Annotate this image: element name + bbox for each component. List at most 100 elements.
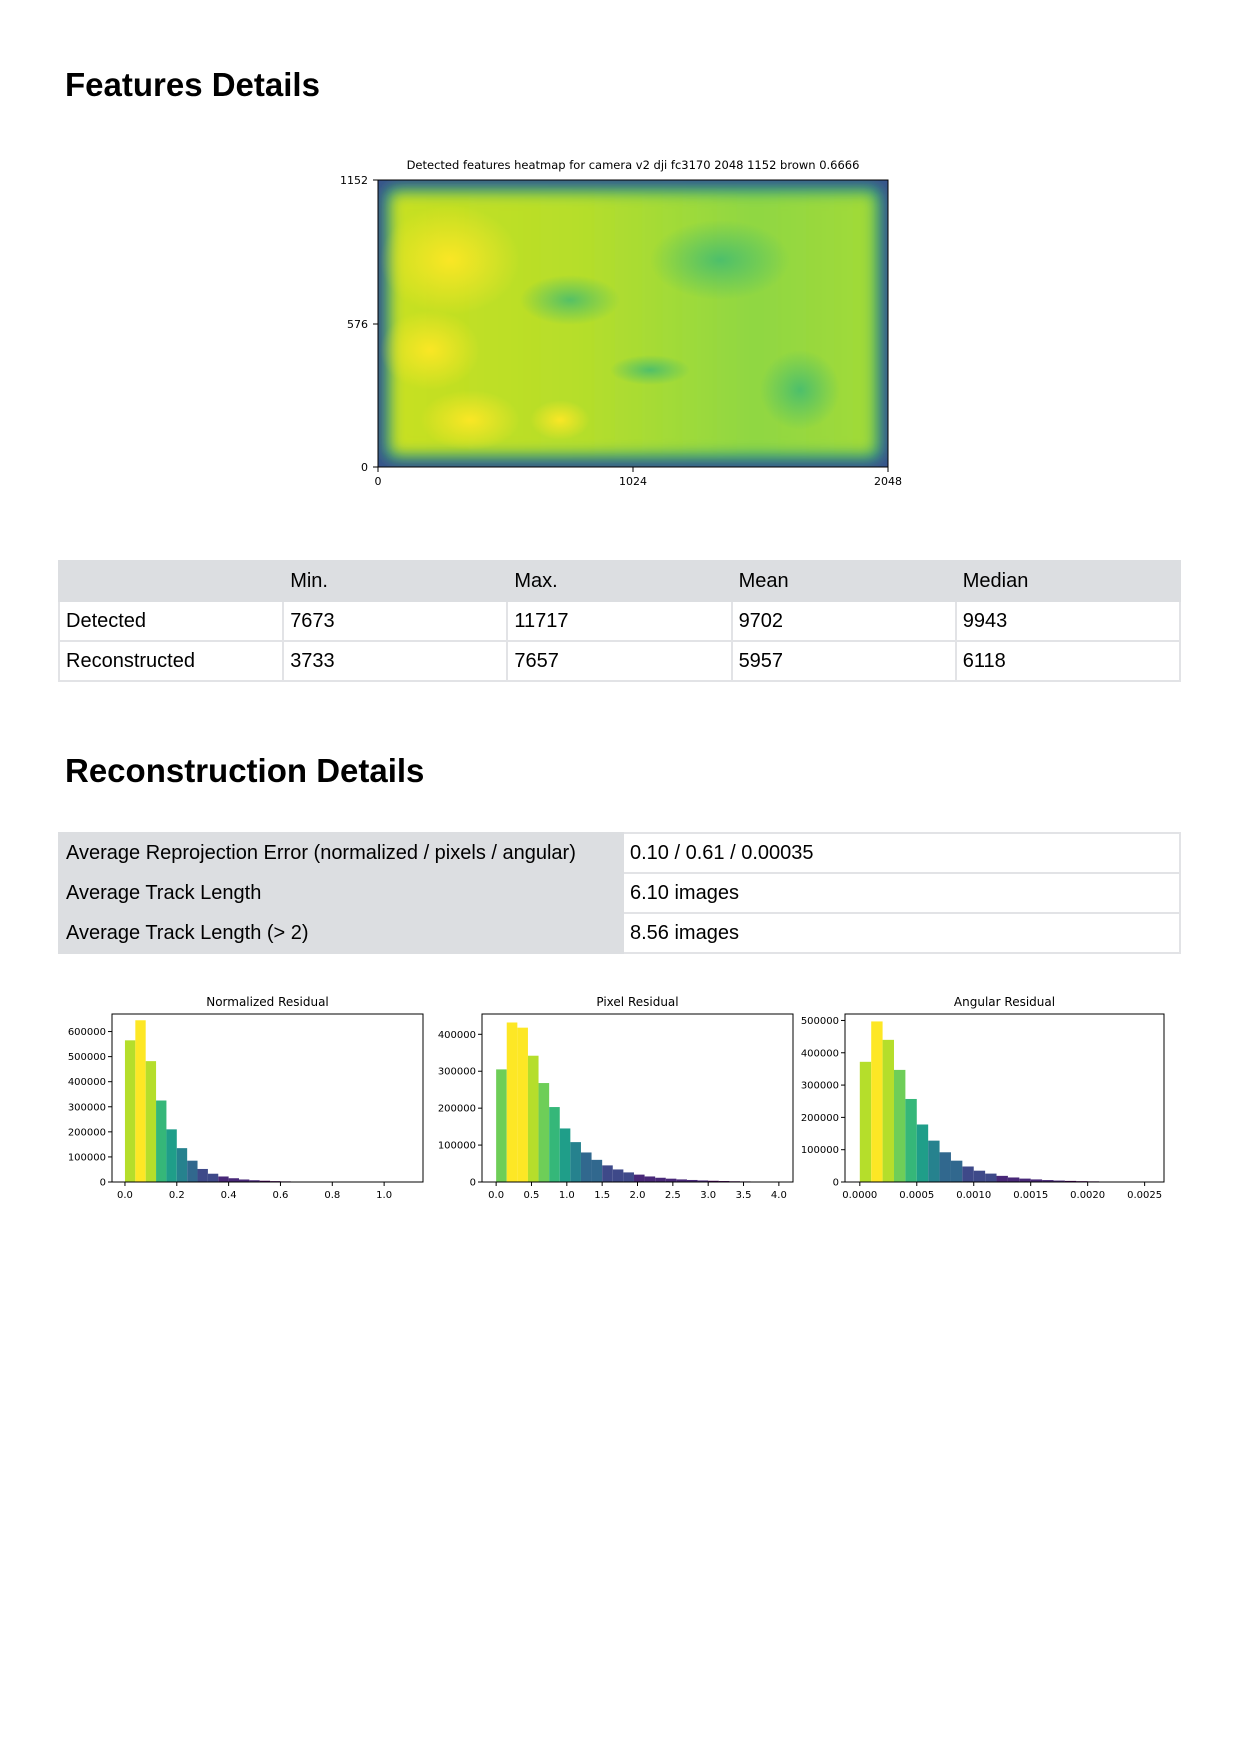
x-tick-label: 1.0 (559, 1190, 575, 1201)
histogram-bar (612, 1169, 624, 1182)
features-section-title: Features Details (65, 66, 320, 103)
histogram-bar (559, 1128, 571, 1182)
table-row: Reconstructed 3733 7657 5957 6118 (57, 640, 1182, 682)
histogram-bar (962, 1166, 974, 1182)
heatmap-x-tick-label: 2048 (874, 475, 902, 488)
table-cell: Reconstructed (57, 640, 285, 682)
histogram-bar (176, 1148, 188, 1182)
x-tick-label: 2.0 (630, 1190, 646, 1201)
chart-title: Normalized Residual (206, 995, 329, 1009)
heatmap-y-tick-label: 1152 (340, 174, 368, 187)
histogram-bar (996, 1175, 1008, 1182)
y-tick-label: 400000 (438, 1030, 476, 1041)
table-row: Average Track Length (> 2) 8.56 images (58, 912, 1181, 954)
histogram-bar (644, 1176, 656, 1182)
table-cell: 5957 (730, 640, 957, 682)
angular-residual-histogram: Angular Residual 0.0000 0.0005 0.0010 0.0015… (801, 995, 1165, 1201)
histogram-bar (686, 1179, 698, 1182)
y-tick-label: 0 (470, 1178, 476, 1189)
x-tick-label: 0.0025 (1127, 1190, 1162, 1201)
histogram-bar (1019, 1178, 1031, 1182)
reconstruction-section-title: Reconstruction Details (65, 752, 425, 789)
table-row: Detected 7673 11717 9702 9943 (57, 600, 1182, 642)
heatmap-x-tick-label: 1024 (619, 475, 647, 488)
histogram-bar (928, 1140, 940, 1182)
table-cell: 6118 (954, 640, 1182, 682)
histogram-bar (655, 1177, 666, 1182)
y-tick-label: 0 (833, 1178, 839, 1189)
y-tick-label: 200000 (801, 1113, 839, 1124)
x-tick-label: 0.5 (524, 1190, 540, 1201)
histogram-bar (549, 1107, 560, 1182)
histogram-bar (156, 1100, 167, 1182)
histogram-bar (871, 1021, 883, 1182)
histogram-bar (973, 1170, 986, 1182)
histogram-bar (218, 1176, 229, 1182)
y-tick-label: 100000 (438, 1141, 476, 1152)
histogram-bar (538, 1083, 550, 1182)
table-header-cell: Max. (506, 560, 733, 602)
y-tick-label: 500000 (801, 1016, 839, 1027)
histogram-bar (228, 1178, 239, 1182)
table-cell: 9943 (954, 600, 1182, 642)
x-tick-label: 0.0 (117, 1190, 133, 1201)
x-tick-label: 0.8 (324, 1190, 340, 1201)
histogram-bar (676, 1179, 687, 1182)
heatmap-title: Detected features heatmap for camera v2 … (407, 158, 860, 172)
histogram-bar (708, 1180, 719, 1182)
table-cell-label: Average Track Length (> 2) (58, 912, 624, 954)
y-tick-label: 200000 (68, 1127, 106, 1138)
y-tick-label: 100000 (68, 1152, 106, 1163)
heatmap-y-tick-label: 0 (361, 461, 368, 474)
histogram-bar (633, 1174, 645, 1182)
table-cell: 11717 (506, 600, 733, 642)
histogram-bar (1064, 1180, 1077, 1182)
x-tick-label: 0.0005 (899, 1190, 934, 1201)
x-tick-label: 1.5 (594, 1190, 610, 1201)
x-tick-label: 2.5 (665, 1190, 681, 1201)
histogram-bar (238, 1179, 250, 1182)
y-tick-label: 500000 (68, 1052, 106, 1063)
table-header-cell: Min. (282, 560, 509, 602)
table-cell-label: Average Reprojection Error (normalized /… (58, 832, 624, 874)
pixel-residual-histogram: Pixel Residual 0.0 0.5 1.0 1.5 2.0 2.5 3.0 3.5 4.… (438, 995, 794, 1201)
histogram-bar (893, 1069, 906, 1182)
table-header-cell (57, 560, 285, 602)
histogram-bar (882, 1039, 894, 1182)
histogram-bar (580, 1152, 592, 1182)
x-tick-label: 1.0 (376, 1190, 392, 1201)
features-stats-table: Min. Max. Mean Median Detected 7673 1171… (57, 560, 1182, 682)
histogram-bar (249, 1180, 260, 1182)
plot-frame (111, 1013, 424, 1183)
histogram-bar (570, 1142, 581, 1182)
normalized-residual-histogram: Normalized Residual 0.0 0.2 0.4 0.6 0.8 1.0 0 10… (68, 995, 424, 1201)
y-tick-label: 300000 (68, 1102, 106, 1113)
x-tick-label: 0.0015 (1013, 1190, 1048, 1201)
histogram-bar (1053, 1180, 1065, 1182)
histogram-bar (527, 1055, 539, 1182)
histogram-bar (259, 1180, 271, 1182)
x-tick-label: 0.2 (169, 1190, 185, 1201)
table-cell: 7673 (282, 600, 509, 642)
histogram-bar (665, 1178, 677, 1182)
histogram-bar (950, 1160, 963, 1182)
histogram-bar (1042, 1180, 1054, 1182)
table-header-row: Min. Max. Mean Median (57, 560, 1182, 602)
table-header-cell: Median (954, 560, 1182, 602)
histogram-bar (517, 1027, 528, 1182)
histogram-bar (187, 1160, 198, 1182)
table-cell: 3733 (282, 640, 509, 682)
y-tick-label: 400000 (801, 1048, 839, 1059)
features-heatmap-chart: Detected features heatmap for camera v2 … (340, 158, 902, 488)
y-tick-label: 400000 (68, 1077, 106, 1088)
x-tick-label: 3.0 (700, 1190, 716, 1201)
table-cell-value: 6.10 images (622, 872, 1181, 914)
histogram-bar (496, 1069, 507, 1182)
chart-title: Angular Residual (954, 995, 1055, 1009)
y-tick-label: 0 (100, 1178, 106, 1189)
histogram-bar (916, 1124, 929, 1182)
table-header-cell: Mean (730, 560, 957, 602)
histogram-bar (506, 1022, 518, 1182)
heatmap-y-axis: 1152 576 0 (340, 174, 378, 474)
histogram-bar (135, 1020, 146, 1182)
